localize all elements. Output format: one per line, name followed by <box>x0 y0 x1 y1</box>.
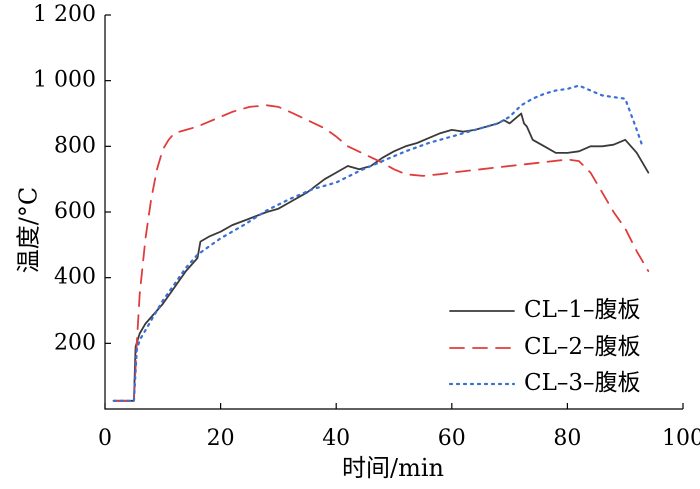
y-tick-label: 400 <box>54 265 96 290</box>
series-line-1 <box>112 112 650 402</box>
y-tick-label: 800 <box>54 133 96 158</box>
x-tick-label: 20 <box>207 426 235 451</box>
x-axis-title: 时间/min <box>342 454 444 482</box>
ticks-layer: 0 20 40 60 80 100 200 400 600 800 1 000 1 200 <box>33 2 700 451</box>
y-tick-label: 1 000 <box>33 68 96 93</box>
x-tick-label: 40 <box>322 426 350 451</box>
x-tick-label: 80 <box>553 426 581 451</box>
y-tick-label: 600 <box>54 199 96 224</box>
legend-label-1: CL–1–腹板 <box>524 297 641 323</box>
series-line-3 <box>112 84 644 402</box>
series-layer <box>112 84 650 402</box>
legend-label-2: CL–2–腹板 <box>524 334 641 360</box>
legend: CL–1–腹板 CL–2–腹板 CL–3–腹板 <box>448 297 641 396</box>
x-tick-label: 60 <box>438 426 466 451</box>
series-line-2 <box>112 104 650 402</box>
x-tick-label: 100 <box>662 426 700 451</box>
x-tick-label: 0 <box>98 426 112 451</box>
y-tick-label: 200 <box>54 330 96 355</box>
y-axis-title: 温度/°C <box>15 187 43 273</box>
legend-label-3: CL–3–腹板 <box>524 370 641 396</box>
y-tick-label: 1 200 <box>33 2 96 27</box>
